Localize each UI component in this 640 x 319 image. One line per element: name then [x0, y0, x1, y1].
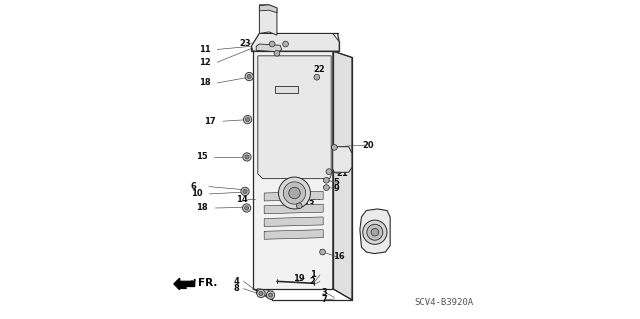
Circle shape	[241, 187, 249, 196]
Text: 11: 11	[200, 45, 211, 54]
Text: 7: 7	[321, 295, 327, 304]
Circle shape	[243, 204, 251, 212]
Polygon shape	[253, 51, 333, 289]
Polygon shape	[259, 5, 277, 35]
Text: 14: 14	[236, 195, 248, 204]
Circle shape	[246, 118, 250, 122]
Polygon shape	[275, 86, 298, 93]
Text: 23: 23	[239, 39, 251, 48]
Text: 18: 18	[200, 78, 211, 87]
Circle shape	[367, 224, 383, 240]
Text: 18: 18	[196, 204, 208, 212]
Polygon shape	[333, 147, 352, 172]
Polygon shape	[174, 278, 195, 290]
Polygon shape	[258, 56, 331, 179]
Text: 13: 13	[303, 200, 315, 209]
Text: 17: 17	[205, 117, 216, 126]
Polygon shape	[256, 44, 282, 52]
Circle shape	[363, 220, 387, 244]
Circle shape	[278, 177, 310, 209]
Text: 22: 22	[314, 65, 325, 74]
Circle shape	[326, 169, 332, 174]
Circle shape	[245, 155, 249, 159]
Circle shape	[332, 145, 337, 150]
Circle shape	[323, 177, 329, 183]
Text: 12: 12	[200, 58, 211, 67]
Circle shape	[247, 74, 252, 79]
Circle shape	[244, 206, 249, 210]
Text: 15: 15	[196, 152, 208, 161]
Polygon shape	[252, 33, 339, 51]
Circle shape	[371, 228, 379, 236]
Circle shape	[259, 292, 263, 295]
Text: 8: 8	[233, 284, 239, 293]
Text: 5: 5	[333, 178, 340, 187]
Polygon shape	[333, 51, 352, 300]
Circle shape	[243, 115, 252, 124]
Text: FR.: FR.	[198, 278, 217, 288]
Circle shape	[266, 291, 275, 299]
Circle shape	[314, 74, 320, 80]
Circle shape	[269, 293, 273, 297]
Circle shape	[323, 185, 329, 190]
Circle shape	[243, 153, 251, 161]
Text: 9: 9	[333, 184, 339, 193]
Polygon shape	[264, 217, 323, 226]
Circle shape	[289, 187, 300, 199]
Text: 10: 10	[191, 189, 202, 198]
Text: 16: 16	[333, 252, 344, 261]
Polygon shape	[264, 230, 323, 239]
Polygon shape	[259, 5, 277, 13]
Text: 20: 20	[362, 141, 374, 150]
Circle shape	[269, 41, 275, 47]
Text: 4: 4	[233, 277, 239, 286]
Circle shape	[283, 41, 289, 47]
Polygon shape	[360, 209, 390, 254]
Text: 19: 19	[293, 274, 305, 283]
Circle shape	[320, 249, 325, 255]
Text: 21: 21	[336, 169, 348, 178]
Text: 3: 3	[321, 288, 327, 297]
Circle shape	[245, 72, 253, 81]
Text: 1: 1	[310, 271, 316, 279]
Text: 14: 14	[309, 193, 321, 202]
Circle shape	[296, 203, 302, 209]
Circle shape	[243, 189, 247, 193]
Text: SCV4-B3920A: SCV4-B3920A	[414, 298, 473, 307]
Text: 6: 6	[191, 182, 196, 191]
Circle shape	[274, 50, 280, 56]
Polygon shape	[264, 191, 323, 201]
Polygon shape	[264, 204, 323, 214]
Circle shape	[257, 289, 265, 298]
Polygon shape	[256, 289, 269, 297]
Circle shape	[284, 182, 306, 204]
Text: 2: 2	[310, 277, 316, 286]
